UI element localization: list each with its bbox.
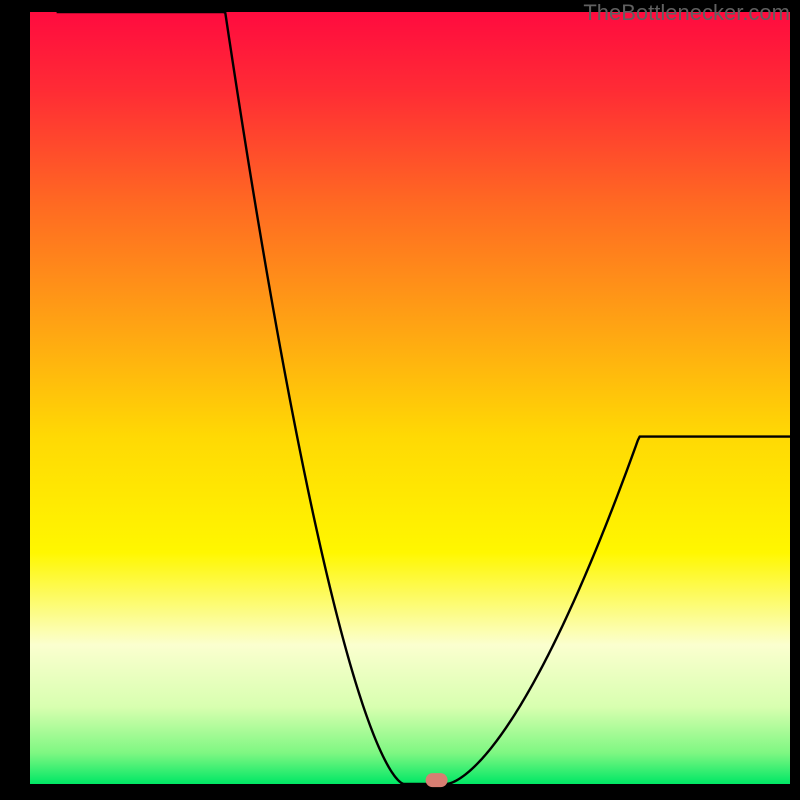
bottleneck-curve [57, 12, 790, 784]
optimum-marker [426, 773, 448, 787]
chart-container: TheBottlenecker.com [0, 0, 800, 800]
chart-svg [0, 0, 800, 800]
watermark-text: TheBottlenecker.com [583, 0, 790, 26]
